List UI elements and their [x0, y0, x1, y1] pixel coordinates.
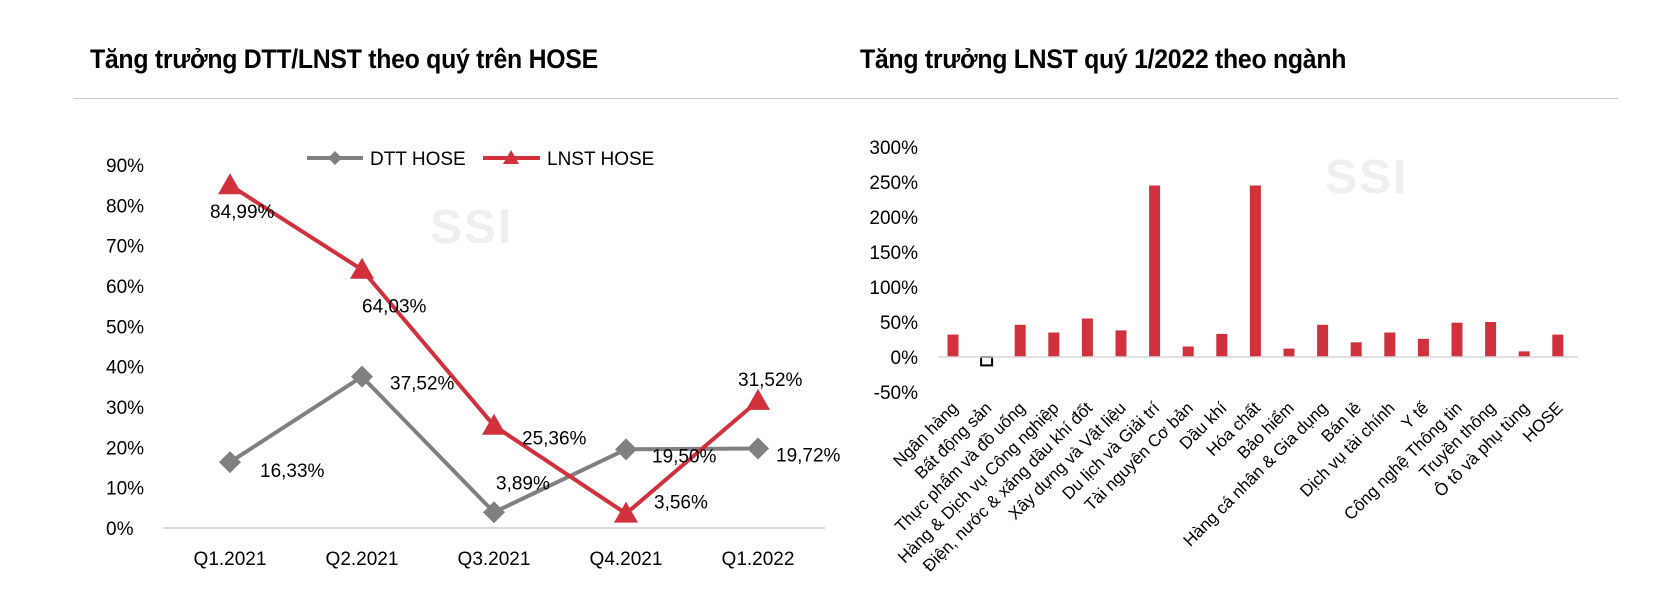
bar: [1283, 348, 1295, 357]
bar-y-tick-label: 0%: [891, 348, 919, 369]
legend-marker-dtt: [328, 151, 342, 165]
bar: [1249, 185, 1261, 357]
bar-y-tick-label: 200%: [869, 208, 918, 229]
point-lnst: [482, 413, 506, 435]
data-label-lnst: 64,03%: [362, 297, 427, 318]
bar: [1552, 334, 1564, 357]
y-tick-label: 50%: [106, 317, 144, 338]
bar: [1182, 346, 1194, 357]
data-label-dtt: 19,72%: [776, 445, 841, 466]
bar: [1350, 342, 1362, 357]
bar: [980, 356, 994, 367]
bar: [1014, 324, 1026, 357]
x-tick-label: Q1.2021: [194, 549, 267, 570]
y-tick-label: 10%: [106, 479, 144, 500]
y-tick-label: 40%: [106, 358, 144, 379]
bar: [947, 334, 959, 357]
right-chart-title: Tăng trưởng LNST quý 1/2022 theo ngành: [860, 44, 1347, 74]
data-label-lnst: 84,99%: [210, 202, 275, 223]
y-tick-label: 70%: [106, 237, 144, 258]
bar-y-tick-label: 100%: [869, 278, 918, 299]
bar: [1115, 330, 1127, 357]
y-tick-label: 80%: [106, 196, 144, 217]
data-label-dtt: 37,52%: [390, 374, 455, 395]
data-label-dtt: 16,33%: [260, 461, 325, 482]
legend-marker-lnst: [503, 150, 519, 164]
data-label-lnst: 3,56%: [654, 493, 708, 514]
y-tick-label: 20%: [106, 438, 144, 459]
bar: [1081, 318, 1093, 357]
data-label-dtt: 3,89%: [496, 473, 550, 494]
legend-label-dtt: DTT HOSE: [370, 149, 466, 170]
bar: [1384, 332, 1396, 357]
bar: [1317, 324, 1329, 357]
data-label-lnst: 25,36%: [522, 429, 587, 450]
bar-y-tick-label: 150%: [869, 243, 918, 264]
point-dtt: [351, 365, 373, 388]
watermark-left: SSI: [430, 201, 514, 254]
bar-y-tick-label: 50%: [880, 313, 918, 334]
bar: [1485, 322, 1497, 357]
x-tick-label: Q3.2021: [458, 549, 531, 570]
data-label-dtt: 19,50%: [652, 446, 717, 467]
y-tick-label: 90%: [106, 156, 144, 177]
x-tick-label: Q4.2021: [590, 549, 663, 570]
header-divider: [73, 98, 1618, 99]
legend-label-lnst: LNST HOSE: [547, 149, 654, 170]
point-lnst: [614, 501, 638, 523]
bar-y-tick-label: 300%: [869, 138, 918, 159]
left-chart-title: Tăng trưởng DTT/LNST theo quý trên HOSE: [90, 44, 598, 74]
y-tick-label: 30%: [106, 398, 144, 419]
point-dtt: [483, 501, 505, 524]
point-dtt: [219, 451, 241, 474]
y-tick-label: 60%: [106, 277, 144, 298]
watermark-right: SSI: [1325, 151, 1409, 204]
point-lnst: [350, 257, 374, 279]
bar: [1518, 351, 1530, 357]
point-dtt: [747, 437, 769, 460]
point-lnst: [746, 388, 770, 410]
bar: [1451, 322, 1463, 357]
point-lnst: [218, 173, 242, 195]
bar-y-tick-label: -50%: [874, 383, 918, 404]
bar: [1216, 333, 1228, 357]
y-tick-label: 0%: [106, 519, 134, 540]
bar: [1149, 185, 1161, 357]
data-label-lnst: 31,52%: [738, 370, 803, 391]
x-tick-label: Q1.2022: [722, 549, 795, 570]
bar: [1417, 338, 1429, 357]
bar: [1048, 332, 1060, 357]
bar-y-tick-label: 250%: [869, 173, 918, 194]
x-tick-label: Q2.2021: [326, 549, 399, 570]
point-dtt: [615, 438, 637, 461]
